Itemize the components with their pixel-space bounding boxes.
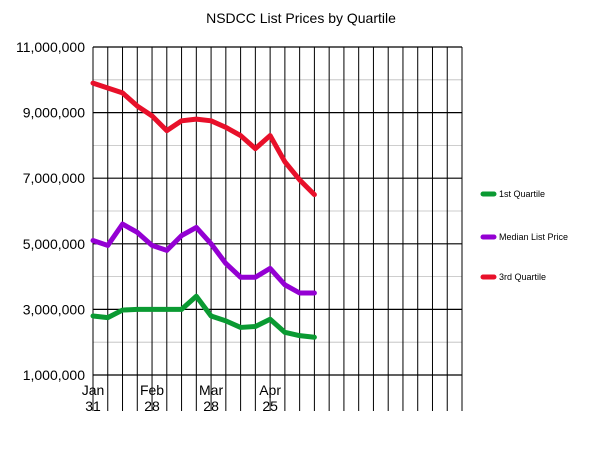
series-lines: [90, 80, 317, 340]
y-tick-label: 5,000,000: [23, 236, 85, 252]
x-tick-label: Jan: [82, 382, 105, 398]
y-tick-label: 3,000,000: [23, 301, 85, 317]
grid: [92, 46, 463, 411]
x-tick-label: 25: [262, 398, 278, 414]
series-line-0: [90, 293, 317, 340]
legend-label: 1st Quartile: [499, 189, 545, 199]
series-line-1: [90, 221, 317, 296]
y-axis-ticks: 1,000,000 3,000,000 5,000,000 7,000,000 9,00…: [16, 39, 85, 383]
series-line-2: [90, 80, 317, 198]
legend-label: 3rd Quartile: [499, 272, 546, 282]
y-tick-label: 7,000,000: [23, 170, 85, 186]
legend-label: Median List Price: [499, 232, 568, 242]
x-tick-label: Apr: [259, 382, 281, 398]
x-tick-label: 28: [203, 398, 219, 414]
y-tick-label: 11,000,000: [16, 39, 85, 55]
x-tick-label: Feb: [140, 382, 164, 398]
y-tick-label: 9,000,000: [23, 105, 85, 121]
chart-title: NSDCC List Prices by Quartile: [206, 10, 396, 26]
y-tick-label: 1,000,000: [23, 367, 85, 383]
x-tick-label: 28: [144, 398, 160, 414]
x-tick-label: Mar: [199, 382, 223, 398]
x-tick-label: 31: [85, 398, 101, 414]
legend: 1st Quartile Median List Price 3rd Quartil…: [480, 189, 568, 282]
